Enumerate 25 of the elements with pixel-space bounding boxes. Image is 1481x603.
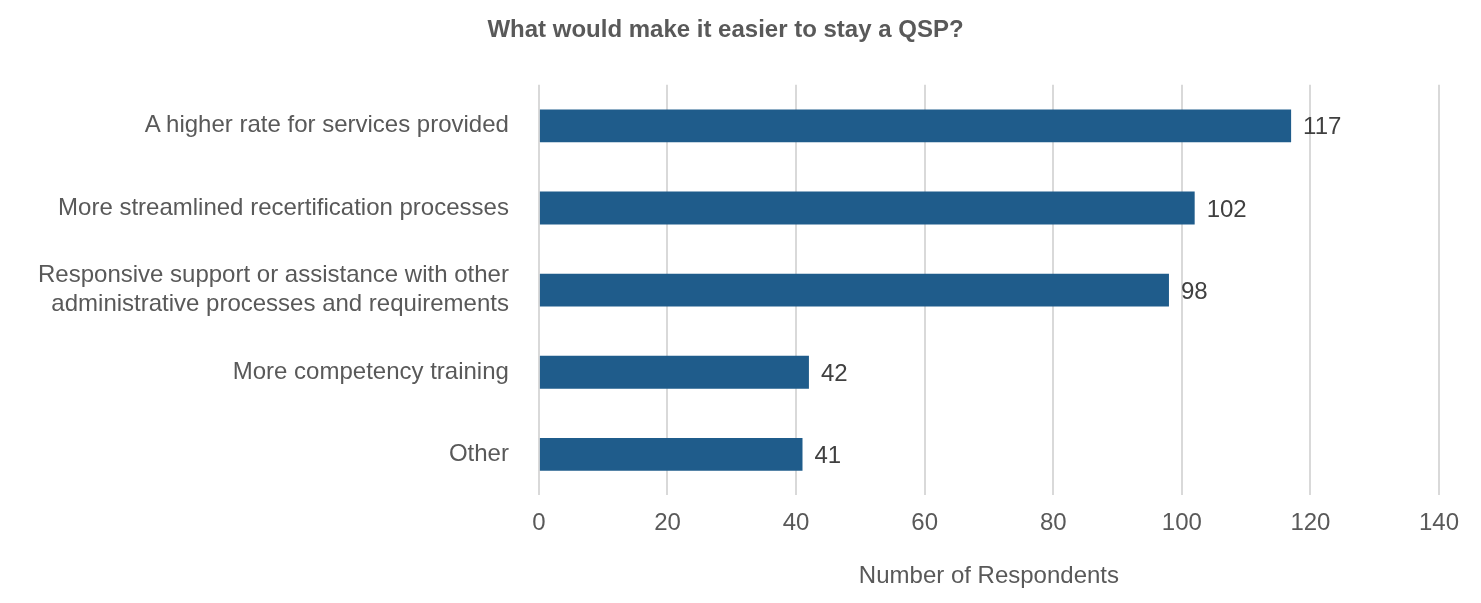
data-label: 41 xyxy=(814,440,842,468)
x-tick-label: 20 xyxy=(654,508,681,536)
x-tick-label: 0 xyxy=(532,508,546,536)
x-tick-label: 80 xyxy=(1039,508,1067,536)
x-tick-label: 120 xyxy=(1290,508,1331,536)
bar xyxy=(539,191,1195,225)
y-tick-label: More streamlined recertification processes xyxy=(58,192,509,220)
bar xyxy=(539,437,803,471)
bar xyxy=(539,355,809,389)
data-label: 117 xyxy=(1303,112,1342,140)
data-label: 42 xyxy=(820,358,848,386)
bar xyxy=(539,109,1292,143)
y-tick-label: More competency training xyxy=(232,356,509,384)
x-axis-title: Number of Respondents xyxy=(858,561,1120,589)
bar xyxy=(539,273,1169,307)
x-tick-label: 40 xyxy=(782,508,810,536)
x-tick-label: 60 xyxy=(911,508,938,536)
y-tick-label: A higher rate for services provided xyxy=(144,110,509,138)
x-tick-label: 140 xyxy=(1418,508,1459,536)
chart-title: What would make it easier to stay a QSP? xyxy=(487,15,964,43)
y-tick-label: Responsive support or assistance with other administrative processes and requirements xyxy=(38,260,509,317)
data-label: 102 xyxy=(1206,194,1247,222)
data-label: 98 xyxy=(1180,276,1208,304)
y-tick-label: Other xyxy=(448,438,509,466)
x-tick-label: 100 xyxy=(1161,508,1202,536)
